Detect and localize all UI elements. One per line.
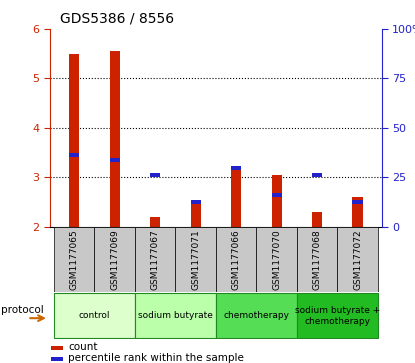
- FancyBboxPatch shape: [337, 227, 378, 292]
- Text: GSM1177068: GSM1177068: [312, 229, 322, 290]
- Text: GSM1177072: GSM1177072: [353, 229, 362, 290]
- Text: count: count: [68, 342, 98, 352]
- Bar: [352, 197, 363, 227]
- Bar: [110, 51, 120, 227]
- Bar: [271, 193, 281, 197]
- FancyBboxPatch shape: [297, 293, 378, 338]
- FancyBboxPatch shape: [135, 227, 175, 292]
- Text: sodium butyrate +
chemotherapy: sodium butyrate + chemotherapy: [295, 306, 380, 326]
- FancyBboxPatch shape: [94, 227, 135, 292]
- Bar: [190, 202, 200, 227]
- Text: percentile rank within the sample: percentile rank within the sample: [68, 353, 244, 363]
- FancyBboxPatch shape: [216, 293, 297, 338]
- Text: GSM1177067: GSM1177067: [151, 229, 160, 290]
- Text: protocol: protocol: [1, 305, 44, 315]
- Text: sodium butyrate: sodium butyrate: [138, 311, 213, 320]
- Bar: [51, 358, 63, 361]
- Bar: [190, 200, 200, 204]
- Bar: [69, 54, 79, 227]
- FancyBboxPatch shape: [256, 227, 297, 292]
- Text: GSM1177066: GSM1177066: [232, 229, 241, 290]
- FancyBboxPatch shape: [297, 227, 337, 292]
- Bar: [150, 173, 160, 177]
- Text: GDS5386 / 8556: GDS5386 / 8556: [60, 11, 174, 25]
- Text: GSM1177065: GSM1177065: [70, 229, 78, 290]
- Text: GSM1177070: GSM1177070: [272, 229, 281, 290]
- Bar: [231, 167, 241, 227]
- Text: GSM1177069: GSM1177069: [110, 229, 119, 290]
- Bar: [271, 175, 281, 227]
- Bar: [312, 173, 322, 177]
- FancyBboxPatch shape: [175, 227, 216, 292]
- FancyBboxPatch shape: [216, 227, 256, 292]
- Bar: [110, 158, 120, 162]
- Text: GSM1177071: GSM1177071: [191, 229, 200, 290]
- Bar: [150, 217, 160, 227]
- Text: chemotherapy: chemotherapy: [223, 311, 289, 320]
- Bar: [51, 346, 63, 350]
- Bar: [69, 153, 79, 157]
- Bar: [231, 166, 241, 170]
- Bar: [312, 212, 322, 227]
- FancyBboxPatch shape: [54, 227, 94, 292]
- FancyBboxPatch shape: [135, 293, 216, 338]
- FancyBboxPatch shape: [54, 293, 135, 338]
- Bar: [352, 200, 363, 204]
- Text: control: control: [78, 311, 110, 320]
